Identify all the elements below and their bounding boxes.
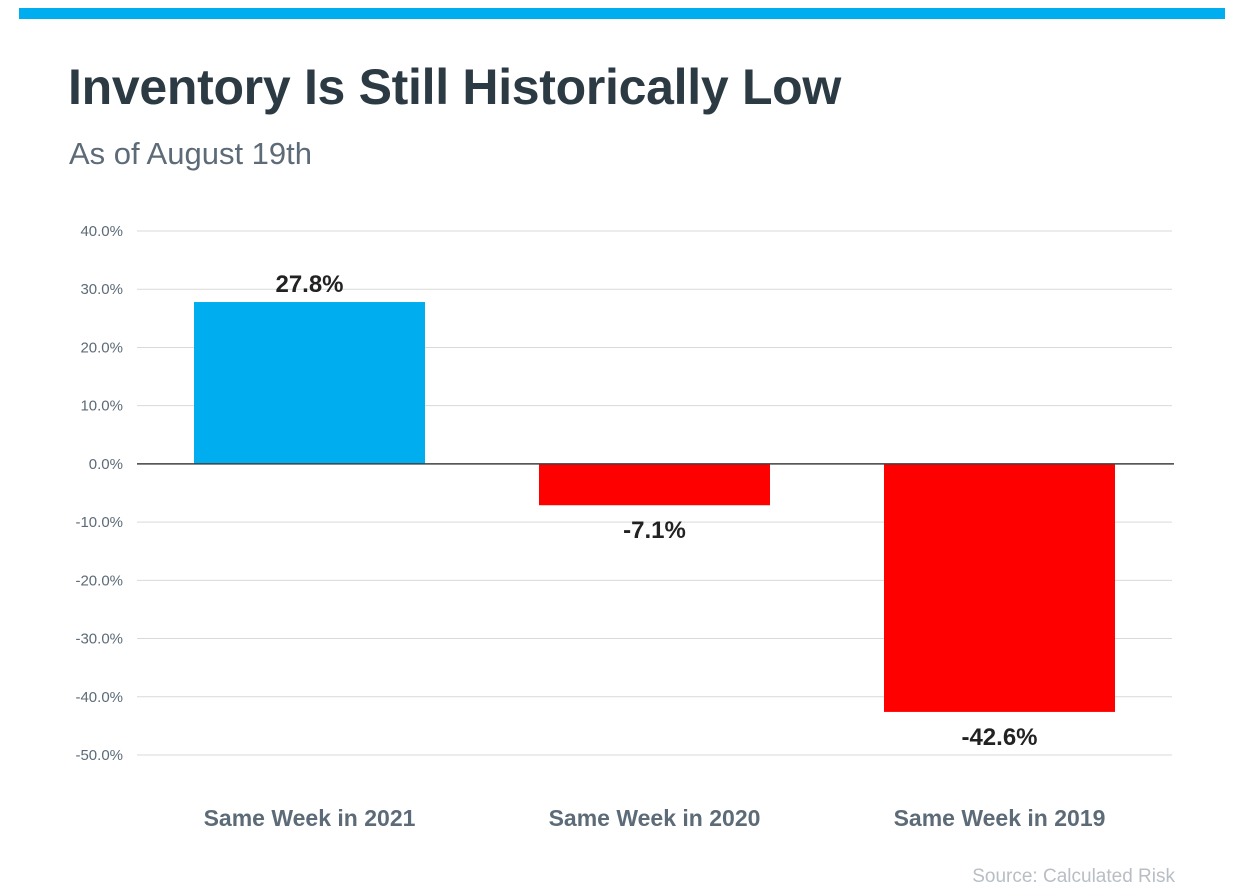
source-note: Source: Calculated Risk — [972, 866, 1175, 887]
x-category-label: Same Week in 2020 — [549, 805, 761, 831]
y-tick-label: 40.0% — [80, 223, 123, 240]
data-label: -42.6% — [961, 724, 1037, 751]
y-tick-label: 0.0% — [89, 456, 123, 473]
x-category-label: Same Week in 2021 — [204, 805, 416, 831]
bar — [194, 302, 425, 464]
y-tick-label: -40.0% — [75, 689, 123, 706]
bar — [884, 463, 1115, 712]
y-tick-label: -20.0% — [75, 572, 123, 589]
x-category-label: Same Week in 2019 — [894, 805, 1106, 831]
bar — [539, 463, 770, 506]
accent-top-bar — [19, 8, 1225, 19]
chart-title: Inventory Is Still Historically Low — [68, 59, 842, 115]
data-label: 27.8% — [275, 271, 343, 298]
y-tick-label: -50.0% — [75, 747, 123, 764]
y-tick-label: 10.0% — [80, 398, 123, 415]
y-tick-label: -10.0% — [75, 514, 123, 531]
bar-chart: 40.0% 30.0% 20.0% 10.0% 0.0% -10.0% -20.0% -30.… — [75, 223, 1174, 831]
y-tick-label: 30.0% — [80, 281, 123, 298]
data-label: -7.1% — [623, 517, 686, 544]
y-tick-label: 20.0% — [80, 339, 123, 356]
chart-subtitle: As of August 19th — [69, 136, 313, 171]
y-tick-label: -30.0% — [75, 631, 123, 648]
